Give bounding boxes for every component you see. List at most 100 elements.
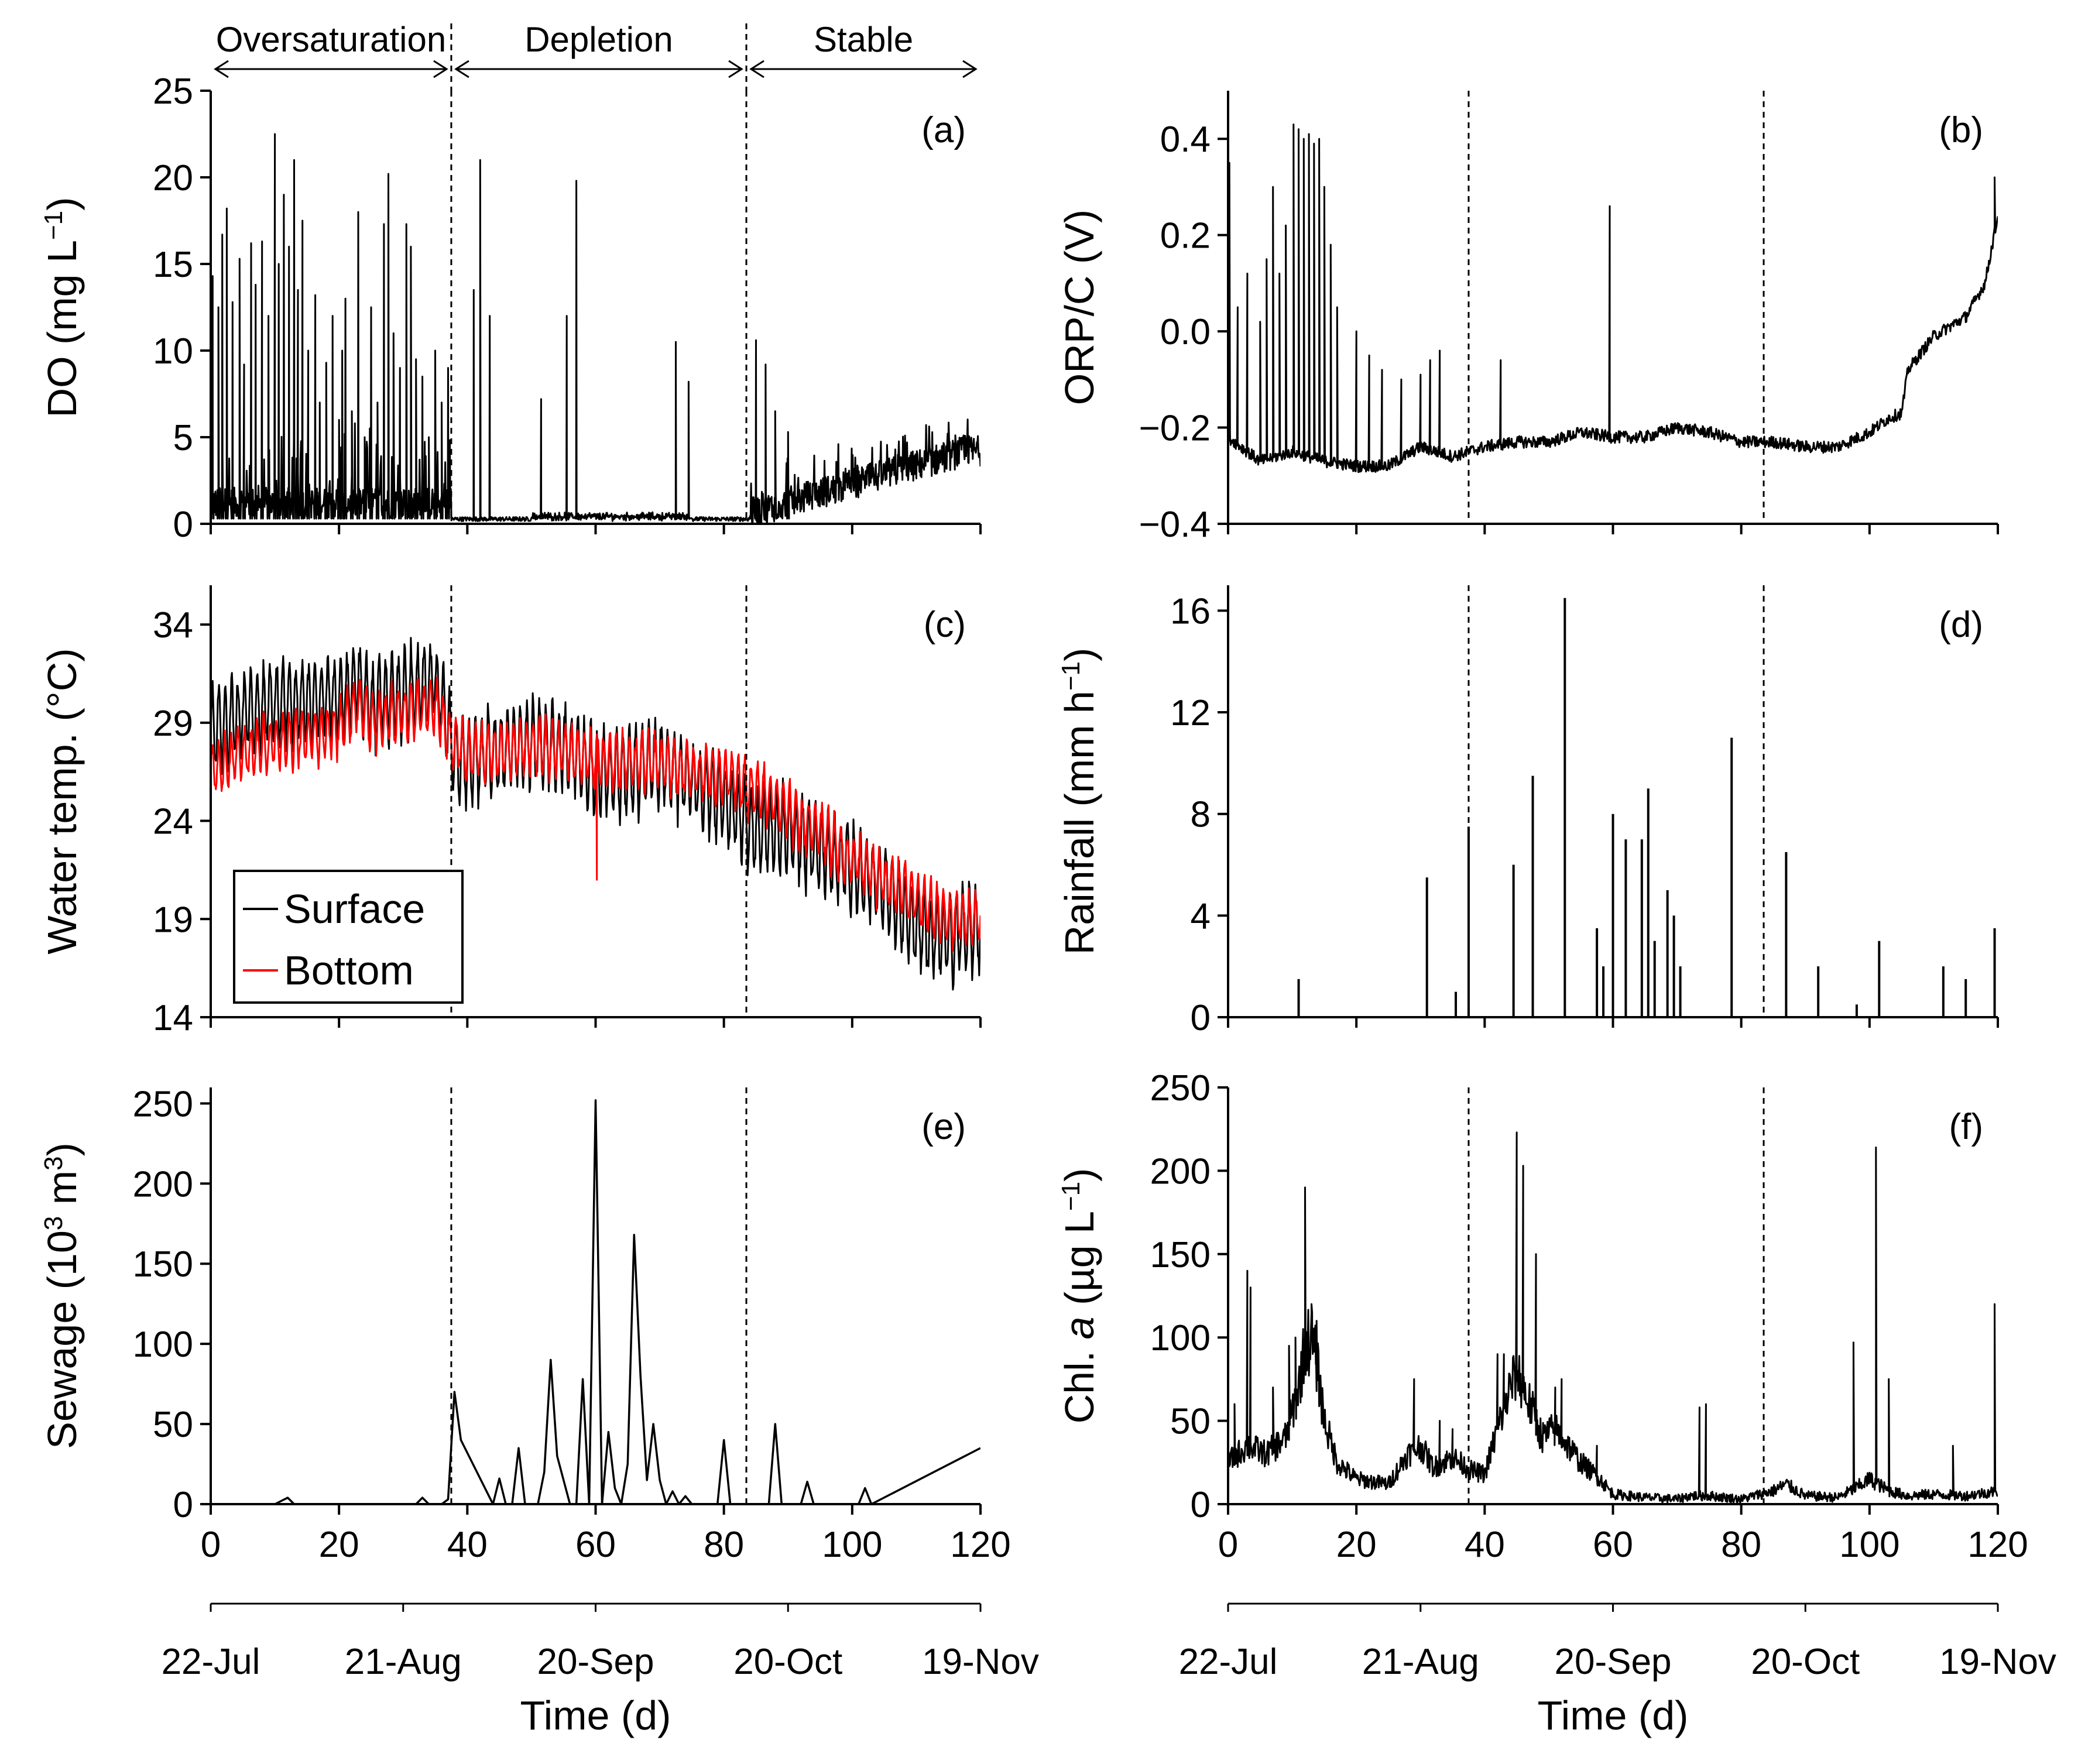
- y-tick-label: 24: [153, 802, 193, 842]
- y-tick-label: 150: [133, 1244, 193, 1285]
- x-tick-label: 60: [1593, 1525, 1633, 1565]
- y-axis-title: ORP/C (V): [1057, 210, 1102, 405]
- plot-area: [211, 1099, 980, 1504]
- x-tick-label: 100: [1839, 1525, 1899, 1565]
- phase-arrow-head-left: [214, 60, 229, 78]
- x-tick-label: 0: [1218, 1525, 1238, 1565]
- phase-label: Stable: [814, 20, 913, 59]
- y-tick-label: 50: [153, 1405, 193, 1445]
- y-axis-title-part: 3: [39, 1156, 68, 1170]
- y-axis-title: Chl. a (µg L−1): [1057, 1168, 1103, 1424]
- y-tick-label: 14: [153, 998, 193, 1038]
- y-tick-label: 250: [133, 1084, 193, 1124]
- y-tick-label: 5: [173, 418, 193, 458]
- y-tick-label: 10: [153, 331, 193, 372]
- y-axis-title-part: ): [1057, 1168, 1102, 1182]
- panel-d: 0 4 8 12 16 Rainfall (mm h−1) (d): [1057, 585, 1999, 1038]
- y-axis-title-part: ): [39, 197, 85, 211]
- x-tick-label: 60: [575, 1525, 616, 1565]
- x-axis-title: Time (d): [520, 1693, 671, 1738]
- panel-b: −0.4 −0.2 0.0 0.2 0.4 ORP/C (V) (b): [1057, 91, 1999, 545]
- y-axis-title: DO (mg L−1): [39, 197, 85, 418]
- panel-label: (a): [921, 110, 966, 150]
- y-axis-title-part: −1: [1057, 661, 1085, 691]
- phase-label: Oversaturation: [216, 20, 447, 59]
- y-tick-label: 0.2: [1160, 216, 1211, 256]
- panel-label: (b): [1939, 110, 1983, 150]
- y-axis-title-part: (µg L: [1057, 1211, 1102, 1316]
- series-sewage: [211, 1099, 980, 1504]
- y-axis-title: Sewage (103 m3): [39, 1142, 85, 1449]
- date-tick-label: 20-Sep: [1555, 1642, 1672, 1682]
- y-tick-label: 0: [173, 505, 193, 545]
- x-tick-label: 100: [822, 1525, 882, 1565]
- panel-label: (f): [1949, 1107, 1983, 1147]
- date-tick-label: 19-Nov: [1939, 1642, 2056, 1682]
- y-tick-label: 100: [1150, 1318, 1211, 1358]
- series-bottom: [211, 677, 980, 952]
- y-axis-title-part: DO (mg L: [39, 240, 85, 417]
- date-tick-label: 19-Nov: [922, 1642, 1039, 1682]
- legend-label: Bottom: [284, 948, 414, 993]
- x-tick-label: 40: [447, 1525, 488, 1565]
- plot-area: [1228, 123, 1998, 473]
- phase-arrow-head-left: [454, 60, 469, 78]
- y-tick-label: 4: [1191, 896, 1211, 936]
- legend-label: Surface: [284, 886, 425, 932]
- y-tick-label: 19: [153, 900, 193, 940]
- plot-area: [1297, 598, 1996, 1017]
- y-tick-label: 12: [1170, 693, 1211, 733]
- series-orp-c: [1228, 123, 1998, 473]
- x-tick-label: 20: [1336, 1525, 1377, 1565]
- x-axis-title: Time (d): [1538, 1693, 1689, 1738]
- series-chl-a: [1228, 1131, 1998, 1504]
- y-tick-label: 0: [1191, 1485, 1211, 1525]
- y-tick-label: 200: [1150, 1151, 1211, 1192]
- plot-area: [211, 637, 980, 991]
- y-tick-label: 8: [1191, 795, 1211, 835]
- phase-arrow-head-right: [433, 60, 448, 78]
- y-axis-title: Rainfall (mm h−1): [1057, 648, 1103, 955]
- panel-label: (d): [1939, 605, 1983, 645]
- phase-arrow-head-right: [962, 60, 978, 78]
- y-tick-label: −0.4: [1139, 505, 1211, 545]
- y-tick-label: 150: [1150, 1235, 1211, 1275]
- panel-label: (e): [921, 1107, 966, 1147]
- y-axis-title-part: Water temp. (°C): [39, 648, 85, 954]
- panel-e: 0 50 100 150 200 250 0 20 40 60 80 100 120 22-Jul 21-A…: [39, 1084, 1039, 1738]
- y-tick-label: 34: [153, 605, 193, 646]
- y-tick-label: −0.2: [1139, 409, 1211, 449]
- y-tick-label: 0.4: [1160, 119, 1211, 160]
- y-tick-label: 250: [1150, 1068, 1211, 1108]
- phase-label: Depletion: [524, 20, 673, 59]
- date-tick-label: 22-Jul: [162, 1642, 260, 1682]
- y-axis-title-part: −1: [1057, 1182, 1085, 1211]
- y-axis-title-part: Rainfall (mm h: [1057, 691, 1102, 955]
- x-tick-label: 80: [1721, 1525, 1761, 1565]
- x-tick-label: 80: [704, 1525, 744, 1565]
- y-axis-title-part: ): [1057, 648, 1102, 661]
- y-tick-label: 100: [133, 1324, 193, 1365]
- series-do: [211, 133, 980, 524]
- x-tick-label: 20: [319, 1525, 359, 1565]
- y-tick-label: 16: [1170, 591, 1211, 632]
- y-axis-title-part: ORP/C (V): [1057, 210, 1102, 405]
- y-axis-title-part: ): [39, 1142, 85, 1156]
- y-tick-label: 0: [1191, 998, 1211, 1038]
- x-tick-label: 120: [950, 1525, 1010, 1565]
- x-tick-label: 0: [201, 1525, 221, 1565]
- y-tick-label: 50: [1170, 1402, 1211, 1442]
- plot-area: [211, 133, 980, 524]
- y-axis-title: Water temp. (°C): [39, 648, 85, 954]
- y-tick-label: 0.0: [1160, 312, 1211, 352]
- y-axis-title-part: −1: [39, 211, 68, 240]
- y-tick-label: 29: [153, 703, 193, 744]
- date-tick-label: 21-Aug: [1362, 1642, 1479, 1682]
- panel-f: 0 50 100 150 200 250 0 20 40 60 80 100 120 22-Jul 21-A…: [1057, 1068, 2056, 1738]
- x-tick-label: 120: [1967, 1525, 2028, 1565]
- date-tick-label: 21-Aug: [345, 1642, 462, 1682]
- y-tick-label: 200: [133, 1164, 193, 1204]
- y-axis-title-part: Chl.: [1057, 1339, 1102, 1423]
- legend-box: [233, 870, 464, 1004]
